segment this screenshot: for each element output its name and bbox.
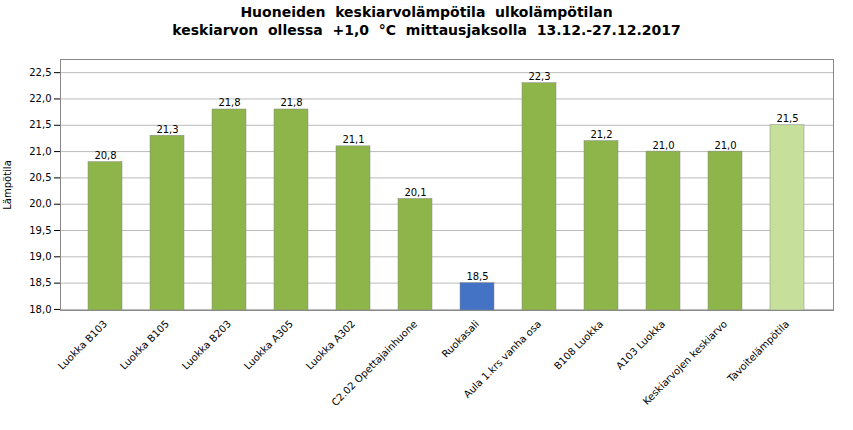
svg-text:21,0: 21,0: [29, 146, 51, 157]
svg-text:Luokka B105: Luokka B105: [118, 318, 171, 371]
svg-text:Luokka A302: Luokka A302: [304, 318, 357, 371]
svg-text:21,2: 21,2: [590, 129, 612, 140]
svg-text:Ruokasali: Ruokasali: [440, 318, 481, 359]
svg-text:21,1: 21,1: [342, 134, 364, 145]
svg-text:19,0: 19,0: [29, 251, 51, 262]
svg-text:22,5: 22,5: [29, 67, 51, 78]
svg-text:22,3: 22,3: [528, 71, 550, 82]
svg-text:21,8: 21,8: [218, 97, 240, 108]
svg-text:B108 Luokka: B108 Luokka: [552, 318, 605, 371]
svg-text:C2.02 Opettajainhuone: C2.02 Opettajainhuone: [329, 318, 419, 408]
svg-text:Luokka A305: Luokka A305: [242, 318, 295, 371]
svg-text:21,5: 21,5: [776, 113, 798, 124]
svg-text:19,5: 19,5: [29, 225, 51, 236]
svg-text:20,5: 20,5: [29, 172, 51, 183]
svg-text:22,0: 22,0: [29, 93, 51, 104]
svg-text:Keskiarvojen keskiarvo: Keskiarvojen keskiarvo: [641, 318, 730, 407]
svg-text:Tavoitelämpötila: Tavoitelämpötila: [725, 318, 792, 385]
svg-text:21,5: 21,5: [29, 119, 51, 130]
html-text:Huoneiden keskiarvolämpötila u: Huoneiden keskiarvolämpötila ulkolämpöti…: [172, 4, 681, 38]
svg-text:21,0: 21,0: [714, 140, 736, 151]
svg-text:18,5: 18,5: [466, 271, 488, 282]
svg-text:Aula 1.krs vanha osa: Aula 1.krs vanha osa: [461, 318, 543, 400]
svg-text:Luokka B103: Luokka B103: [56, 318, 109, 371]
svg-text:18,0: 18,0: [29, 304, 51, 315]
svg-text:Luokka B203: Luokka B203: [180, 318, 233, 371]
svg-text:20,0: 20,0: [29, 198, 51, 209]
svg-text:Lämpötila: Lämpötila: [2, 160, 13, 210]
svg-text:20,8: 20,8: [94, 150, 116, 161]
svg-text:21,3: 21,3: [156, 124, 178, 135]
svg-text:18,5: 18,5: [29, 277, 51, 288]
svg-text:A103 Luokka: A103 Luokka: [614, 318, 667, 371]
svg-text:21,8: 21,8: [280, 97, 302, 108]
svg-text:21,0: 21,0: [652, 140, 674, 151]
svg-text:20,1: 20,1: [404, 187, 426, 198]
